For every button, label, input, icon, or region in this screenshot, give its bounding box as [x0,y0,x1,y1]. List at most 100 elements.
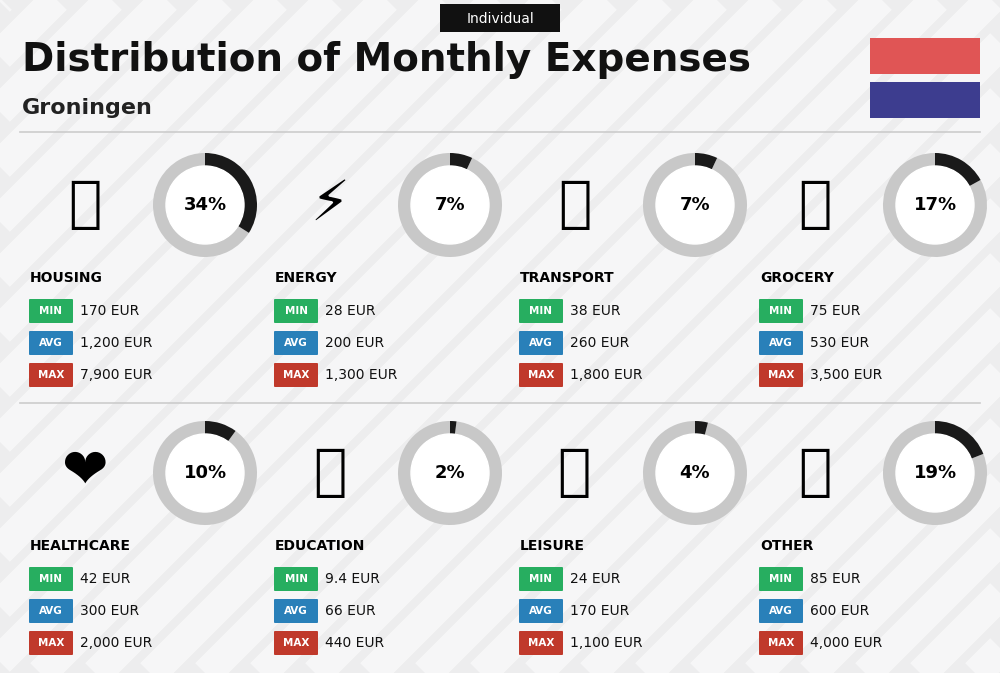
Text: 🚌: 🚌 [558,178,592,232]
Wedge shape [398,421,502,525]
Text: 170 EUR: 170 EUR [570,604,629,618]
Text: 1,800 EUR: 1,800 EUR [570,368,642,382]
FancyBboxPatch shape [274,631,318,655]
Text: MIN: MIN [530,306,552,316]
Text: AVG: AVG [529,338,553,348]
Text: 600 EUR: 600 EUR [810,604,869,618]
FancyBboxPatch shape [440,4,560,32]
Text: 10%: 10% [183,464,227,482]
Circle shape [166,166,244,244]
Text: 85 EUR: 85 EUR [810,572,860,586]
FancyBboxPatch shape [759,363,803,387]
Wedge shape [935,421,983,458]
Text: MAX: MAX [768,370,794,380]
FancyBboxPatch shape [519,363,563,387]
Text: AVG: AVG [769,338,793,348]
FancyBboxPatch shape [519,299,563,323]
Text: AVG: AVG [284,606,308,616]
Text: 🏢: 🏢 [68,178,102,232]
Text: ⚡: ⚡ [310,178,350,232]
Text: 1,200 EUR: 1,200 EUR [80,336,152,350]
Wedge shape [643,153,747,257]
Text: MIN: MIN [530,574,552,584]
Text: 530 EUR: 530 EUR [810,336,869,350]
Wedge shape [883,421,987,525]
Text: 300 EUR: 300 EUR [80,604,139,618]
Text: EDUCATION: EDUCATION [275,539,365,553]
FancyBboxPatch shape [29,567,73,591]
Text: 170 EUR: 170 EUR [80,304,139,318]
Text: LEISURE: LEISURE [520,539,585,553]
Wedge shape [883,153,987,257]
Wedge shape [935,153,981,186]
Text: MIN: MIN [285,306,308,316]
FancyBboxPatch shape [29,631,73,655]
Text: AVG: AVG [39,606,63,616]
Wedge shape [450,421,457,434]
Circle shape [411,434,489,512]
Text: GROCERY: GROCERY [760,271,834,285]
Circle shape [896,434,974,512]
Text: 7,900 EUR: 7,900 EUR [80,368,152,382]
FancyBboxPatch shape [519,331,563,355]
Text: MIN: MIN [285,574,308,584]
Text: AVG: AVG [769,606,793,616]
Text: MIN: MIN [770,306,792,316]
Text: MAX: MAX [38,370,64,380]
Text: 42 EUR: 42 EUR [80,572,130,586]
FancyBboxPatch shape [759,599,803,623]
Wedge shape [450,153,472,170]
Text: 👜: 👜 [798,446,832,500]
Text: 38 EUR: 38 EUR [570,304,620,318]
Text: HOUSING: HOUSING [30,271,103,285]
Wedge shape [153,421,257,525]
Text: ❤️: ❤️ [62,446,108,500]
Text: 28 EUR: 28 EUR [325,304,376,318]
Text: 260 EUR: 260 EUR [570,336,629,350]
Text: AVG: AVG [284,338,308,348]
Text: 🛒: 🛒 [798,178,832,232]
Text: AVG: AVG [529,606,553,616]
Text: MAX: MAX [768,638,794,648]
Text: TRANSPORT: TRANSPORT [520,271,615,285]
FancyBboxPatch shape [759,299,803,323]
Text: 7%: 7% [435,196,465,214]
FancyBboxPatch shape [29,331,73,355]
Text: MIN: MIN [40,574,62,584]
Wedge shape [153,153,249,257]
Wedge shape [398,153,502,257]
Text: 7%: 7% [680,196,710,214]
Text: MAX: MAX [283,370,309,380]
Text: 19%: 19% [913,464,957,482]
Circle shape [656,166,734,244]
Wedge shape [695,421,708,435]
Text: 200 EUR: 200 EUR [325,336,384,350]
Text: MIN: MIN [770,574,792,584]
FancyBboxPatch shape [759,631,803,655]
FancyBboxPatch shape [870,38,980,74]
Text: Groningen: Groningen [22,98,153,118]
Text: MAX: MAX [283,638,309,648]
Text: AVG: AVG [39,338,63,348]
FancyBboxPatch shape [274,331,318,355]
FancyBboxPatch shape [759,567,803,591]
FancyBboxPatch shape [870,82,980,118]
Circle shape [166,434,244,512]
FancyBboxPatch shape [274,567,318,591]
Text: MAX: MAX [528,370,554,380]
Text: 4,000 EUR: 4,000 EUR [810,636,882,650]
FancyBboxPatch shape [274,599,318,623]
Text: MIN: MIN [40,306,62,316]
Circle shape [656,434,734,512]
FancyBboxPatch shape [274,299,318,323]
Text: 34%: 34% [183,196,227,214]
Circle shape [411,166,489,244]
Wedge shape [205,153,257,233]
Text: 440 EUR: 440 EUR [325,636,384,650]
Text: MAX: MAX [38,638,64,648]
Text: HEALTHCARE: HEALTHCARE [30,539,131,553]
Text: 🎓: 🎓 [313,446,347,500]
FancyBboxPatch shape [29,299,73,323]
Text: ENERGY: ENERGY [275,271,338,285]
FancyBboxPatch shape [519,567,563,591]
